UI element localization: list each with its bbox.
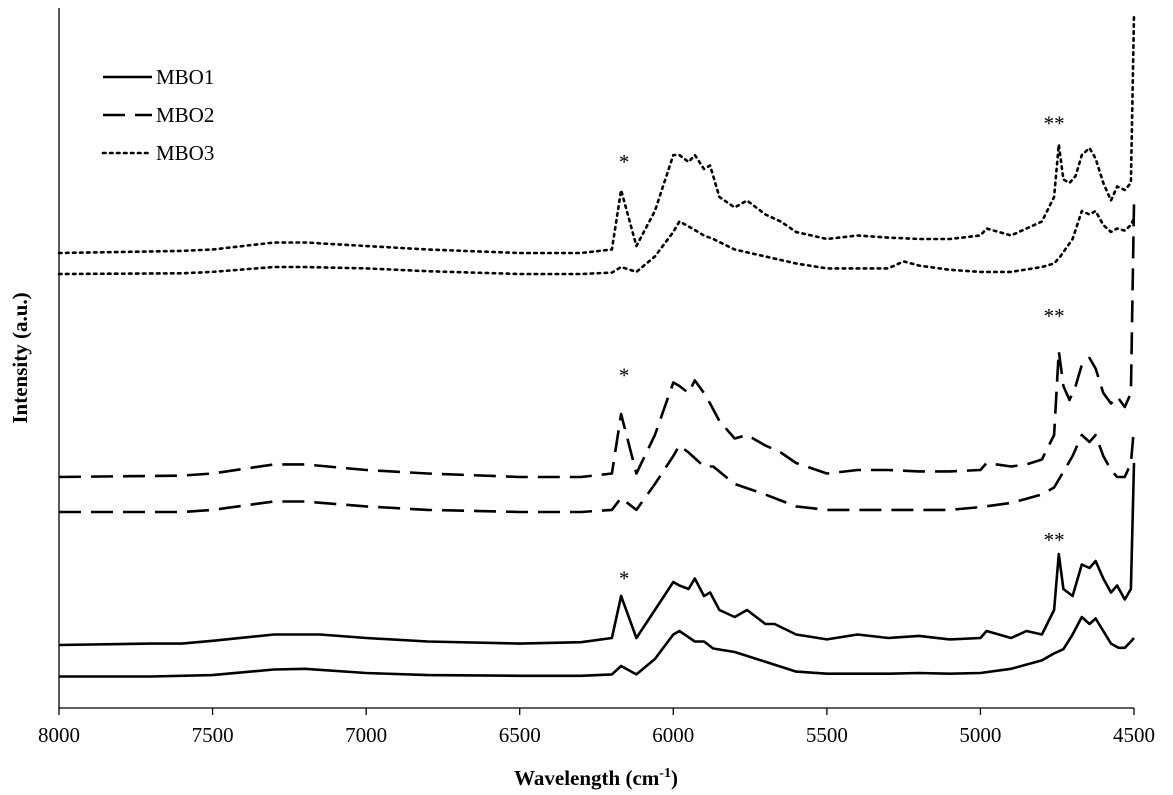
series-line-mbo1-0 xyxy=(59,615,1135,678)
x-tick-label-7500: 7500 xyxy=(192,723,234,747)
peak-marker-1: ** xyxy=(1044,112,1065,136)
peak-marker-5: ** xyxy=(1044,528,1065,552)
peak-marker-3: ** xyxy=(1044,304,1065,328)
legend-label-mbo2: MBO2 xyxy=(156,103,214,127)
x-tick-label-8000: 8000 xyxy=(38,723,80,747)
x-tick-label-5500: 5500 xyxy=(806,723,848,747)
series-line-mbo2-2 xyxy=(59,427,1136,514)
peak-marker-2: * xyxy=(619,364,630,388)
x-tick-label-6500: 6500 xyxy=(499,723,541,747)
x-axis: 8000 7500 7000 6500 6000 5500 5000 4500 xyxy=(38,8,1155,747)
series-line-mbo1-1 xyxy=(58,462,1136,647)
y-axis-title: Intensity (a.u.) xyxy=(8,292,32,423)
series-line-mbo2-3 xyxy=(58,203,1136,479)
x-tick-label-5000: 5000 xyxy=(959,723,1001,747)
x-axis-title: Wavelength (cm-1) xyxy=(514,766,678,790)
series-layer xyxy=(57,13,1136,678)
peak-marker-4: * xyxy=(619,567,630,591)
peak-marker-0: * xyxy=(619,150,630,174)
series-line-mbo3-5 xyxy=(57,13,1136,255)
x-tick-label-4500: 4500 xyxy=(1113,723,1155,747)
series-line-mbo3-4 xyxy=(57,209,1136,276)
legend: MBO1 MBO2 MBO3 xyxy=(101,65,214,165)
x-tick-label-7000: 7000 xyxy=(345,723,387,747)
annotation-layer: ********* xyxy=(619,112,1065,591)
x-tick-label-6000: 6000 xyxy=(652,723,694,747)
legend-label-mbo3: MBO3 xyxy=(156,141,214,165)
legend-label-mbo1: MBO1 xyxy=(156,65,214,89)
